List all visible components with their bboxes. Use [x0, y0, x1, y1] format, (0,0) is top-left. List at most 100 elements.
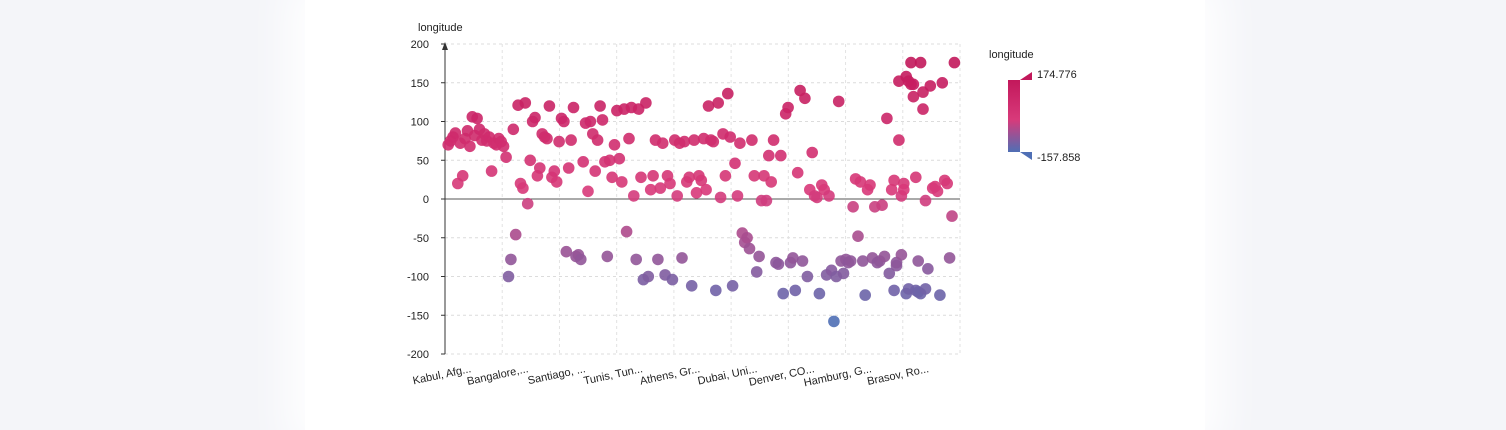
data-point	[635, 171, 647, 184]
data-point	[550, 176, 563, 188]
data-point	[898, 183, 910, 196]
x-tick-label: Brasov, Ro...	[866, 363, 930, 388]
y-tick-label: -150	[407, 310, 429, 322]
legend-max-label: 174.776	[1037, 69, 1077, 81]
data-point	[922, 263, 934, 275]
data-point	[654, 182, 667, 194]
data-point	[753, 250, 765, 263]
data-point	[553, 135, 565, 148]
data-point	[722, 87, 734, 100]
data-point	[548, 165, 561, 177]
data-point	[787, 252, 799, 264]
data-point	[801, 270, 814, 283]
data-point	[881, 112, 893, 125]
data-point	[652, 253, 664, 266]
data-point	[565, 134, 577, 146]
data-point	[883, 267, 896, 280]
data-point	[724, 131, 736, 143]
x-tick-label: Santiago, ...	[527, 363, 587, 387]
data-point	[521, 197, 534, 210]
data-point	[772, 258, 785, 270]
data-point	[791, 166, 804, 179]
data-point	[746, 134, 758, 146]
data-point	[505, 253, 517, 266]
data-point	[729, 157, 741, 170]
data-point	[823, 190, 835, 202]
data-point	[876, 199, 888, 211]
data-point	[782, 101, 794, 114]
data-point	[796, 255, 809, 267]
data-point	[678, 135, 691, 148]
data-point	[603, 154, 616, 167]
data-point	[857, 255, 869, 267]
data-point	[806, 146, 818, 159]
data-point	[936, 77, 949, 89]
data-point	[734, 137, 746, 149]
data-point	[656, 137, 669, 149]
data-point	[832, 95, 845, 108]
data-point	[799, 92, 811, 105]
data-point	[456, 170, 469, 182]
data-point	[695, 174, 708, 187]
color-legend: longitude 174.776 -157.858	[989, 49, 1080, 164]
data-point	[601, 250, 614, 263]
x-tick-label: Kabul, Afg...	[412, 363, 473, 387]
data-point	[811, 191, 823, 204]
legend-min-handle[interactable]	[1020, 152, 1032, 160]
data-point	[767, 134, 780, 146]
data-point	[630, 253, 642, 266]
data-point	[642, 270, 655, 283]
y-tick-label: -100	[407, 272, 429, 284]
data-point	[683, 171, 695, 184]
data-point	[567, 101, 580, 114]
data-point	[924, 80, 937, 92]
y-axis-label: longitude	[418, 22, 463, 34]
legend-max-handle[interactable]	[1020, 72, 1032, 80]
data-point	[828, 315, 840, 328]
data-point	[893, 134, 905, 146]
data-point	[878, 250, 891, 263]
data-point	[688, 134, 700, 146]
data-point	[500, 151, 512, 163]
chart-panel	[305, 0, 1205, 430]
data-point	[789, 284, 802, 297]
data-point	[562, 162, 575, 174]
data-point	[594, 100, 606, 112]
data-point	[712, 97, 724, 109]
data-point	[464, 140, 476, 153]
data-point	[620, 225, 633, 238]
data-point	[644, 183, 657, 196]
data-point	[837, 267, 850, 280]
data-point	[449, 127, 462, 139]
data-point	[534, 162, 546, 174]
data-point	[710, 284, 722, 297]
data-point	[852, 230, 864, 242]
data-point	[608, 139, 621, 151]
data-point	[847, 201, 859, 213]
data-points	[442, 56, 961, 328]
data-point	[541, 132, 553, 145]
data-point	[714, 191, 727, 204]
data-point	[885, 183, 898, 196]
data-point	[707, 135, 720, 148]
data-point	[502, 270, 515, 283]
data-point	[760, 194, 773, 207]
data-point	[577, 156, 589, 168]
legend-color-bar	[1008, 80, 1020, 152]
data-point	[628, 190, 640, 202]
data-point	[560, 245, 573, 258]
data-point	[582, 185, 594, 198]
y-tick-label: -200	[407, 349, 429, 361]
data-point	[750, 266, 763, 278]
data-point	[519, 97, 532, 109]
data-point	[529, 111, 541, 124]
x-tick-label: Bangalore,...	[466, 363, 530, 388]
data-point	[748, 170, 761, 182]
data-point	[910, 171, 922, 184]
data-point	[485, 165, 498, 177]
data-point	[859, 289, 871, 301]
data-point	[702, 100, 715, 112]
data-point	[914, 56, 927, 69]
data-point	[946, 210, 958, 222]
